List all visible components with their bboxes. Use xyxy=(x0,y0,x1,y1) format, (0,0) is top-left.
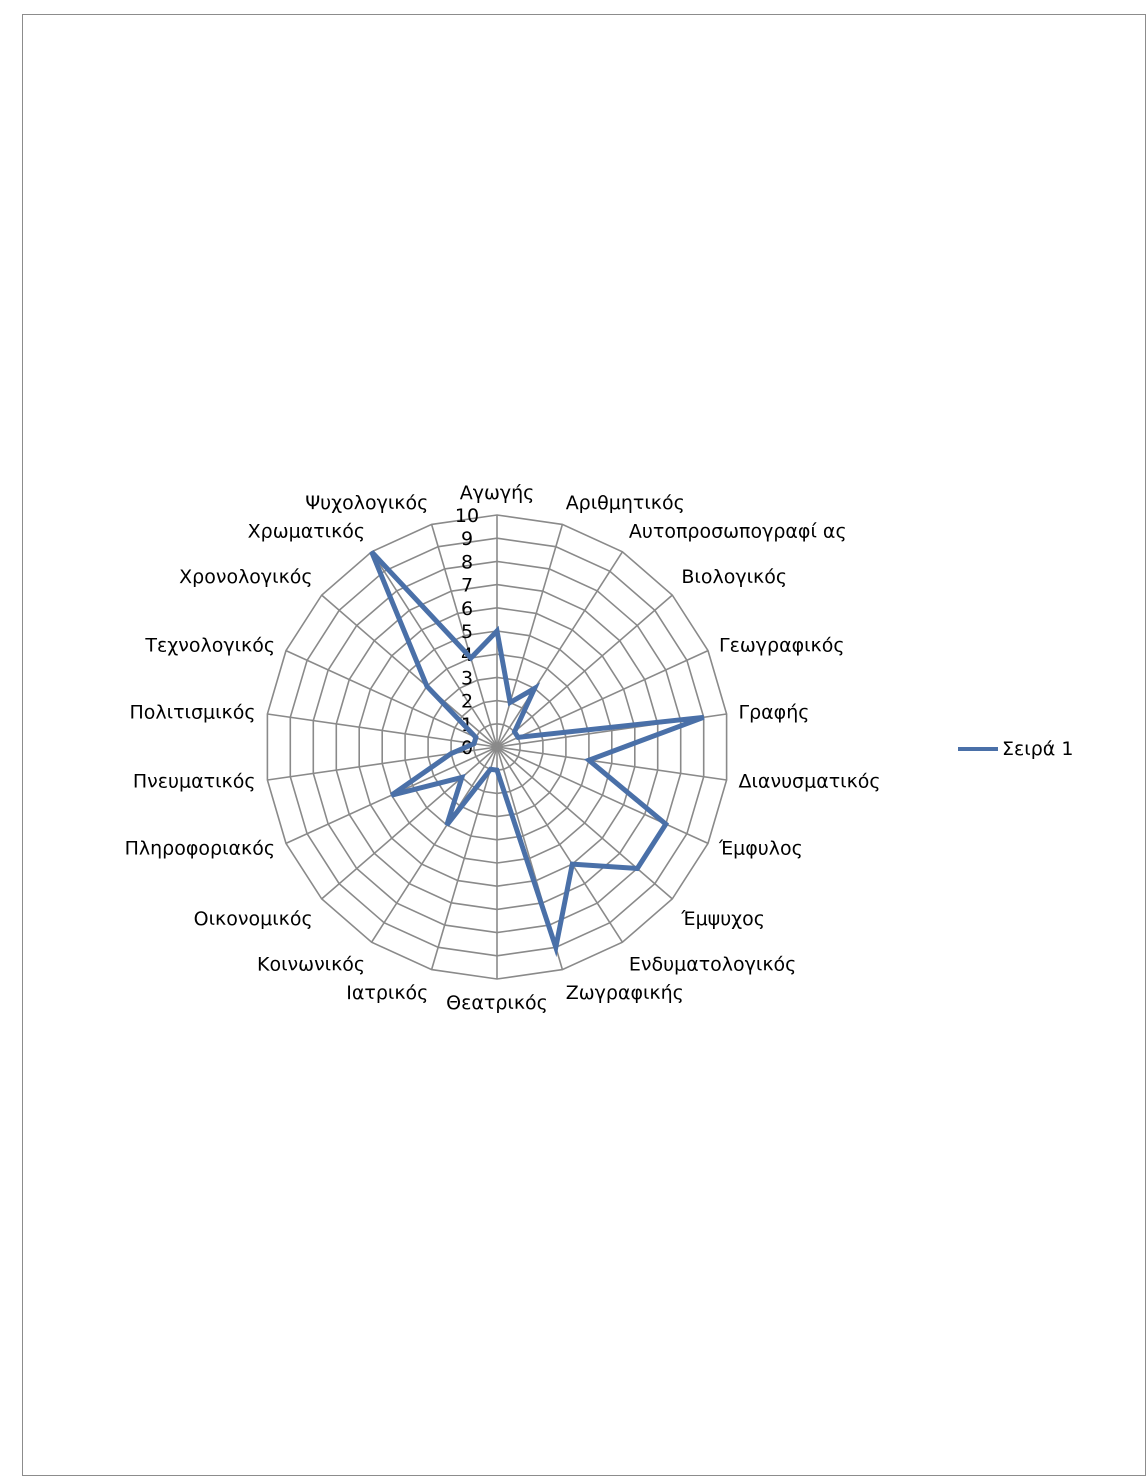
category-label-9: Ενδυματολογικός xyxy=(629,953,796,975)
radial-tick-10: 10 xyxy=(455,505,479,527)
legend: Σειρά 1 xyxy=(958,738,1073,760)
radial-tick-6: 6 xyxy=(461,598,473,620)
spoke-14 xyxy=(322,747,497,899)
category-label-0: Αγωγής xyxy=(460,482,535,504)
category-label-4: Γεωγραφικός xyxy=(719,635,845,657)
category-label-16: Πνευματικός xyxy=(133,771,256,793)
category-label-20: Χρωματικός xyxy=(248,521,365,543)
category-label-8: Έμψυχος xyxy=(680,908,765,930)
legend-swatch xyxy=(958,747,998,751)
category-label-2: Αυτοπροσωπογραφί ας xyxy=(629,521,847,543)
legend-label: Σειρά 1 xyxy=(1002,738,1073,760)
category-label-3: Βιολογικός xyxy=(681,566,787,588)
category-label-14: Οικονομικός xyxy=(194,908,313,930)
category-label-15: Πληροφοριακός xyxy=(125,837,275,859)
category-label-19: Χρονολογικός xyxy=(179,566,312,588)
radial-tick-8: 8 xyxy=(461,551,473,573)
radial-tick-3: 3 xyxy=(461,667,473,689)
category-label-13: Κοινωνικός xyxy=(257,953,365,975)
category-label-7: Έμφυλος xyxy=(718,837,803,859)
category-label-10: Ζωγραφικής xyxy=(566,982,684,1004)
category-label-11: Θεατρικός xyxy=(446,992,548,1014)
radial-tick-7: 7 xyxy=(461,575,473,597)
category-label-21: Ψυχολογικός xyxy=(305,492,428,514)
radial-tick-2: 2 xyxy=(461,691,473,713)
category-label-6: Διανυσματικός xyxy=(739,771,881,793)
category-label-5: Γραφής xyxy=(739,701,810,723)
category-label-12: Ιατρικός xyxy=(346,982,428,1004)
radial-tick-9: 9 xyxy=(461,528,473,550)
category-label-1: Αριθμητικός xyxy=(566,492,685,514)
radial-tick-5: 5 xyxy=(461,621,473,643)
spoke-8 xyxy=(497,747,672,899)
category-label-18: Τεχνολογικός xyxy=(144,635,275,657)
category-label-17: Πολιτισμικός xyxy=(130,701,256,723)
